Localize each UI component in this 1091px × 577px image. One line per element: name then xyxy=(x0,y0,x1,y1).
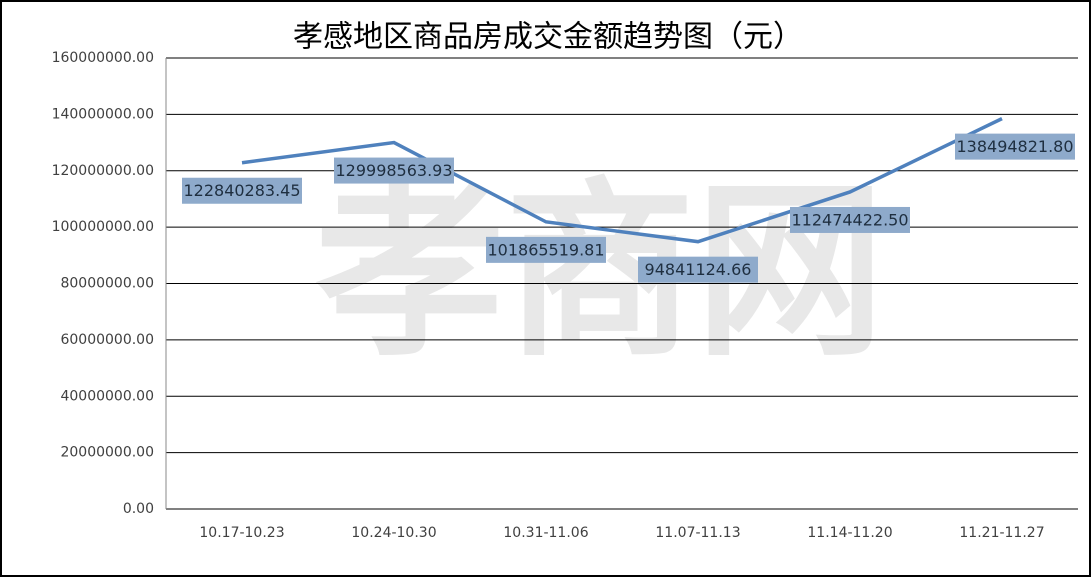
x-tick-label: 10.31-11.06 xyxy=(503,525,588,541)
data-label: 101865519.81 xyxy=(487,240,604,259)
x-tick-label: 11.14-11.20 xyxy=(807,525,892,541)
y-tick-label: 40000000.00 xyxy=(60,388,154,404)
data-label-box xyxy=(638,256,758,283)
data-label-box xyxy=(486,236,606,263)
data-label-box xyxy=(182,177,302,204)
data-label-box xyxy=(955,133,1075,160)
y-tick-label: 60000000.00 xyxy=(60,332,154,348)
x-tick-label: 11.21-11.27 xyxy=(959,525,1044,541)
y-tick-label: 100000000.00 xyxy=(52,219,154,235)
watermark: 孝商网 xyxy=(315,161,885,382)
x-tick-label: 11.07-11.13 xyxy=(655,525,740,541)
y-tick-label: 0.00 xyxy=(123,501,154,517)
data-label: 94841124.66 xyxy=(645,260,752,279)
y-tick-label: 120000000.00 xyxy=(52,163,154,179)
data-label-box xyxy=(334,157,454,184)
data-label-box xyxy=(790,206,910,233)
y-tick-label: 80000000.00 xyxy=(60,276,154,292)
data-line xyxy=(241,117,1003,244)
data-label: 129998563.93 xyxy=(335,161,452,180)
x-tick-label: 10.24-10.30 xyxy=(351,525,436,541)
data-label: 112474422.50 xyxy=(791,210,908,229)
data-label: 138494821.80 xyxy=(956,137,1073,156)
data-label: 122840283.45 xyxy=(183,181,300,200)
x-tick-label: 10.17-10.23 xyxy=(199,525,284,541)
chart-title: 孝感地区商品房成交金额趋势图（元） xyxy=(293,20,803,55)
y-tick-label: 20000000.00 xyxy=(60,445,154,461)
y-tick-label: 140000000.00 xyxy=(52,106,154,122)
y-tick-label: 160000000.00 xyxy=(52,50,154,66)
